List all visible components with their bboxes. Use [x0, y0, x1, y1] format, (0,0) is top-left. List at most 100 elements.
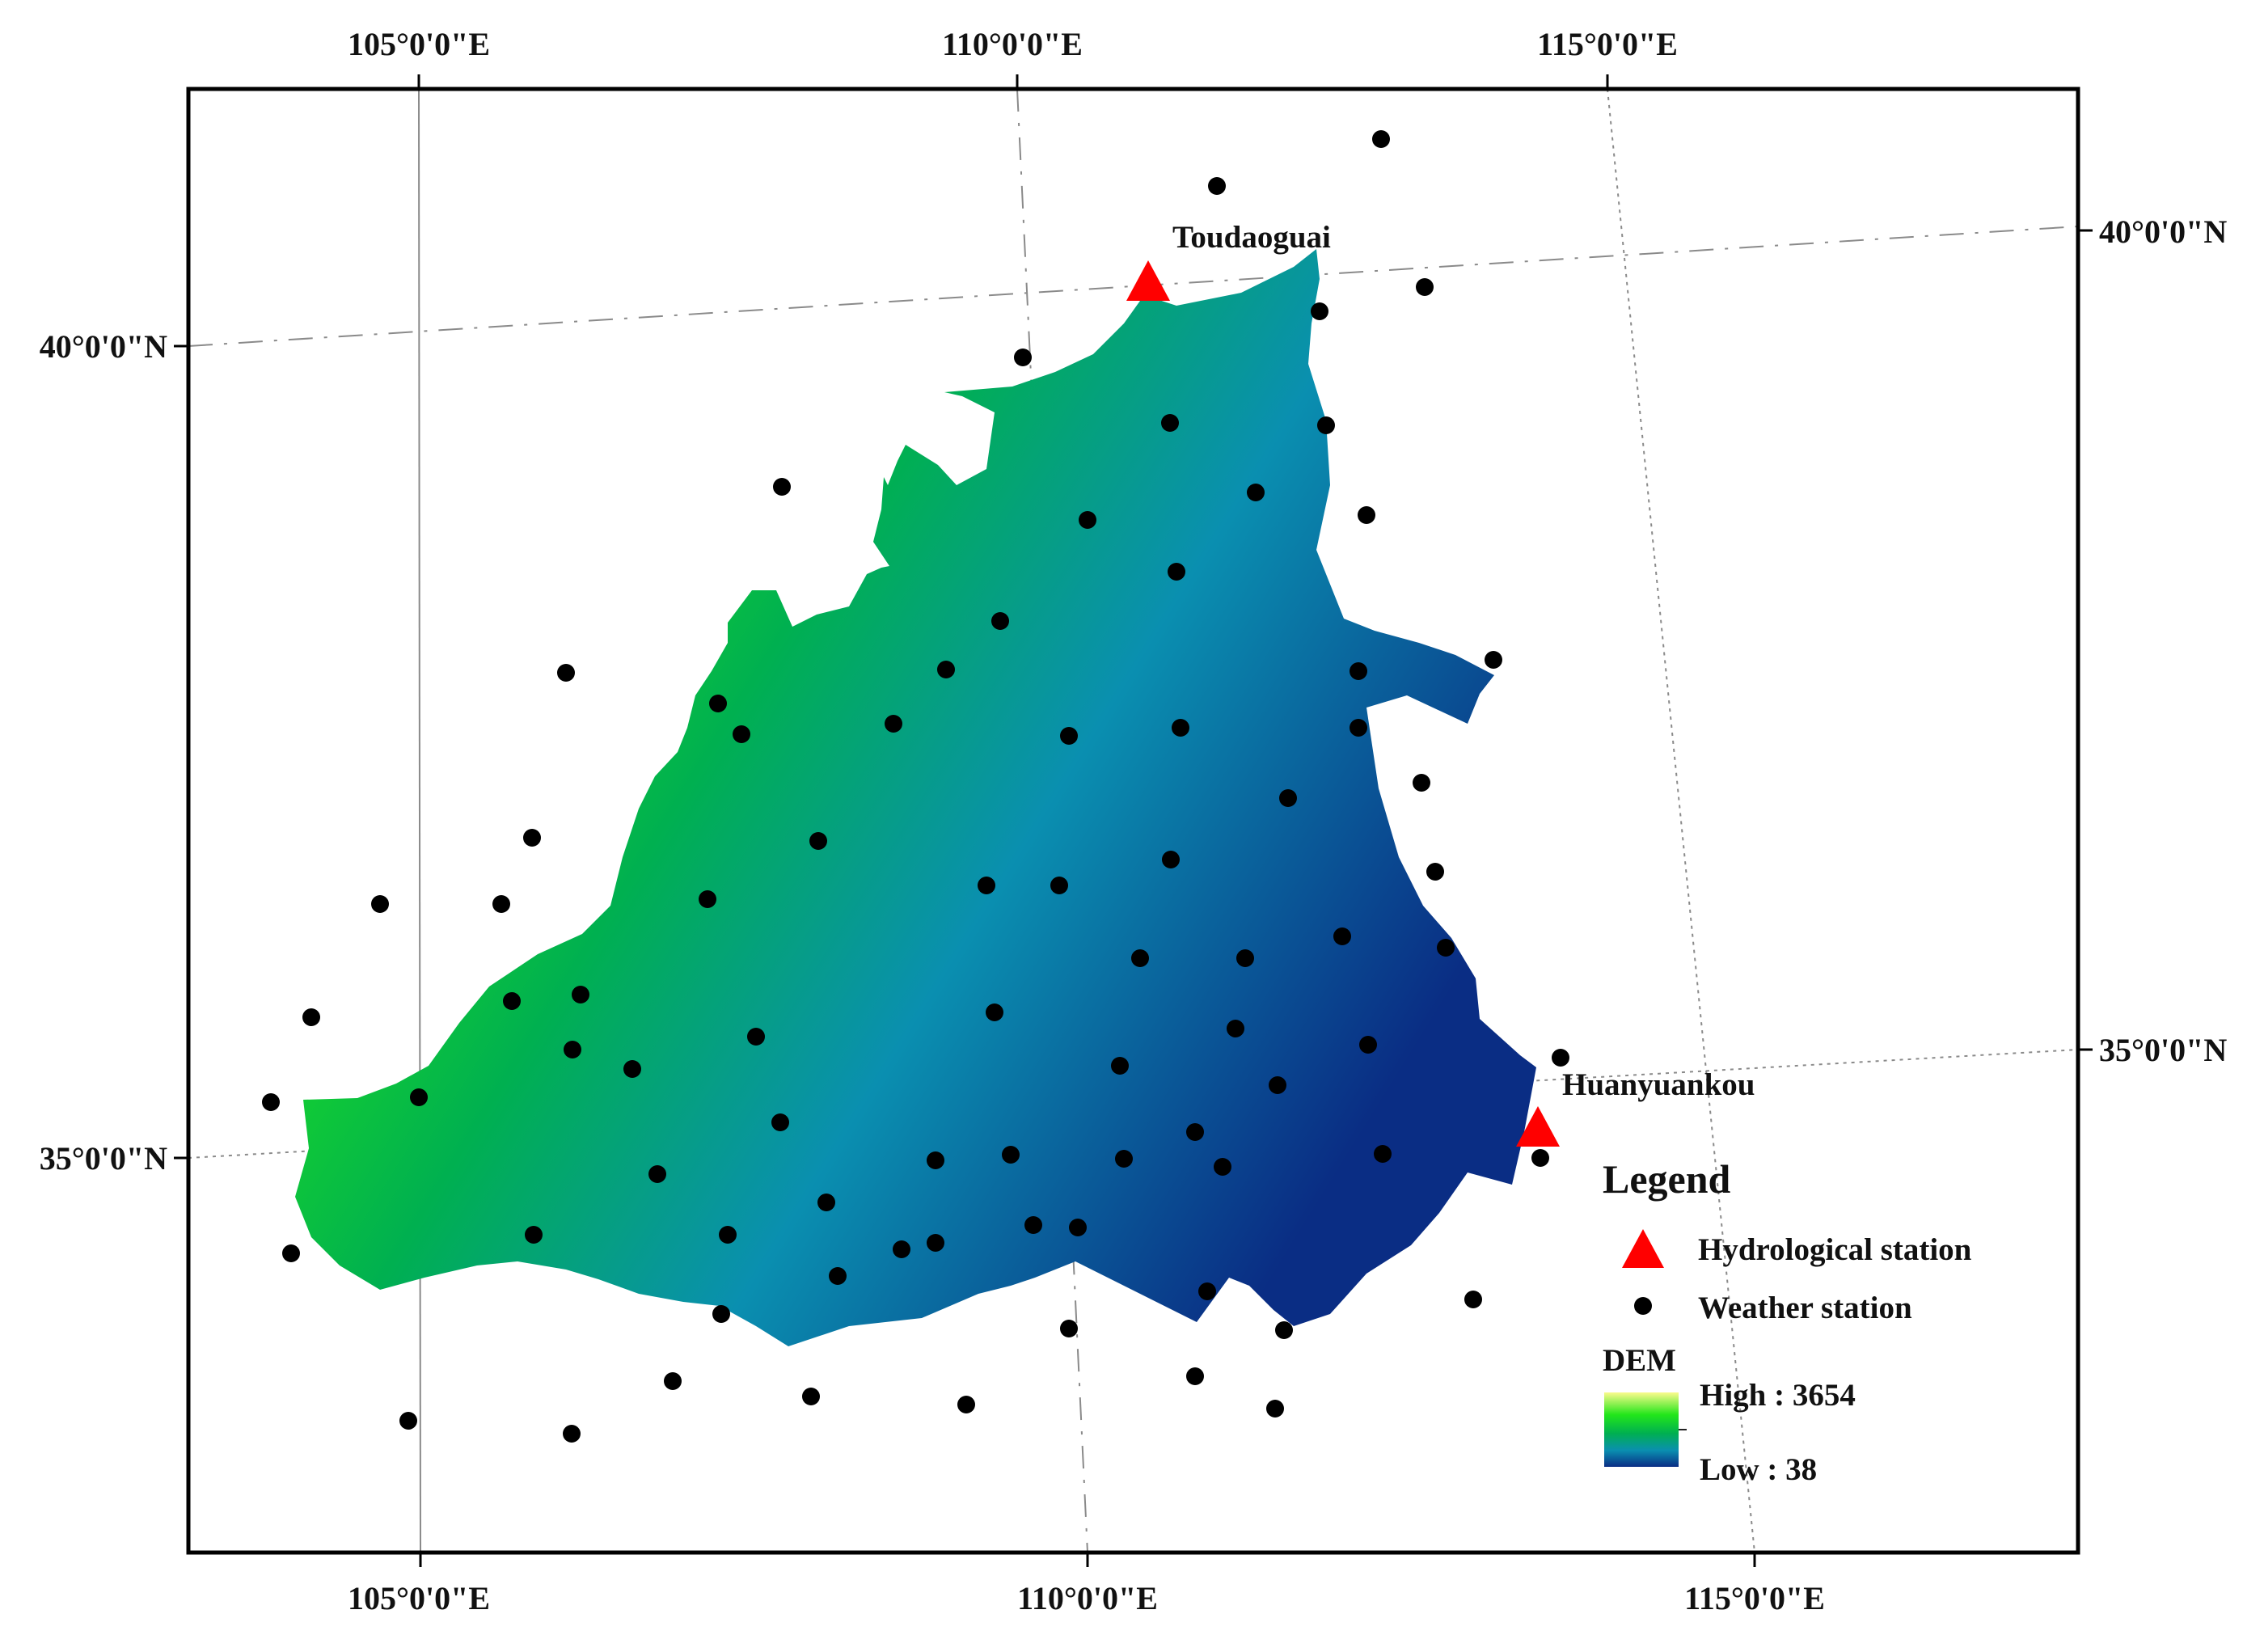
weather-station-dot-icon [262, 1093, 280, 1111]
weather-station-dot-icon [1014, 349, 1032, 366]
weather-station-dot-icon [802, 1388, 820, 1405]
weather-station-dot-icon [1317, 416, 1335, 434]
weather-station-dot-icon [1002, 1146, 1020, 1164]
map-frame [186, 87, 2080, 1555]
weather-stations [262, 130, 1569, 1443]
graticule-ticks [174, 74, 2093, 1567]
toudaoguai-triangle-icon [1126, 260, 1170, 301]
weather-station-dot-icon [1186, 1367, 1204, 1385]
weather-station-dot-icon [1464, 1291, 1482, 1308]
weather-station-dot-icon [1275, 1321, 1293, 1339]
weather-station-dot-icon [1437, 939, 1455, 957]
huanyuankou-label: Huanyuankou [1562, 1067, 1755, 1102]
weather-station-dot-icon [699, 890, 716, 908]
weather-station-dot-icon [1161, 414, 1179, 432]
legend-dem-high: High : 3654 [1700, 1378, 1856, 1413]
weather-station-dot-icon [399, 1412, 417, 1430]
weather-station-dot-icon [1079, 511, 1096, 529]
weather-station-dot-icon [1111, 1057, 1129, 1075]
legend-weather-dot-icon [1634, 1297, 1652, 1315]
weather-station-dot-icon [1214, 1158, 1231, 1176]
weather-station-dot-icon [623, 1060, 641, 1078]
label-bottom-105: 105°0'0"E [348, 1580, 490, 1616]
weather-station-dot-icon [1413, 774, 1430, 792]
weather-station-dot-icon [564, 1041, 581, 1058]
weather-station-dot-icon [885, 715, 902, 733]
weather-station-dot-icon [719, 1226, 737, 1244]
weather-station-dot-icon [503, 992, 521, 1010]
legend-dem-ramp [1604, 1392, 1679, 1467]
parallel-40 [188, 226, 2078, 347]
weather-station-dot-icon [1115, 1150, 1133, 1168]
weather-station-dot-icon [1266, 1400, 1284, 1418]
label-top-110: 110°0'0"E [942, 26, 1083, 62]
weather-station-dot-icon [410, 1088, 428, 1106]
label-left-35: 35°0'0"N [40, 1140, 167, 1177]
weather-station-dot-icon [557, 664, 575, 682]
weather-station-dot-icon [648, 1165, 666, 1183]
weather-station-dot-icon [1227, 1020, 1244, 1037]
weather-station-dot-icon [1186, 1123, 1204, 1141]
weather-station-dot-icon [664, 1372, 682, 1390]
weather-station-dot-icon [1552, 1049, 1569, 1067]
weather-station-dot-icon [809, 832, 827, 850]
legend-title: Legend [1603, 1156, 1731, 1202]
weather-station-dot-icon [371, 895, 389, 913]
huanyuankou-triangle-icon [1516, 1106, 1560, 1147]
weather-station-dot-icon [712, 1305, 730, 1323]
weather-station-dot-icon [1358, 506, 1375, 524]
weather-station-dot-icon [773, 478, 791, 496]
coordinate-labels: 105°0'0"E 110°0'0"E 115°0'0"E 105°0'0"E … [40, 26, 2228, 1616]
legend-hydro-triangle-icon [1622, 1229, 1664, 1268]
legend-hydro-label: Hydrological station [1698, 1232, 1972, 1267]
label-bottom-115: 115°0'0"E [1684, 1580, 1825, 1616]
weather-station-dot-icon [1208, 177, 1226, 195]
weather-station-dot-icon [1416, 278, 1434, 296]
weather-station-dot-icon [771, 1113, 789, 1131]
weather-station-dot-icon [1333, 927, 1351, 945]
weather-station-dot-icon [282, 1244, 300, 1262]
weather-station-dot-icon [1374, 1145, 1392, 1163]
weather-station-dot-icon [1131, 949, 1149, 967]
meridian-105 [418, 89, 421, 1553]
weather-station-dot-icon [1162, 851, 1180, 868]
weather-station-dot-icon [1359, 1036, 1377, 1054]
weather-station-dot-icon [302, 1008, 320, 1026]
weather-station-dot-icon [1060, 1320, 1078, 1337]
label-bottom-110: 110°0'0"E [1017, 1580, 1158, 1616]
weather-station-dot-icon [817, 1194, 835, 1211]
weather-station-dot-icon [1372, 130, 1390, 148]
weather-station-dot-icon [1172, 719, 1189, 737]
weather-station-dot-icon [927, 1234, 944, 1252]
weather-station-dot-icon [1060, 727, 1078, 745]
label-right-40: 40°0'0"N [2099, 213, 2227, 250]
weather-station-dot-icon [1279, 789, 1297, 807]
weather-station-dot-icon [563, 1425, 581, 1443]
hydrological-stations: Toudaoguai Huanyuankou [1126, 220, 1755, 1147]
weather-station-dot-icon [1269, 1076, 1286, 1094]
label-left-40: 40°0'0"N [40, 328, 167, 365]
label-top-105: 105°0'0"E [348, 26, 490, 62]
weather-station-dot-icon [957, 1396, 975, 1413]
yellow-river-basin-dem [295, 249, 1536, 1346]
label-top-115: 115°0'0"E [1537, 26, 1678, 62]
legend-weather-label: Weather station [1698, 1291, 1912, 1325]
weather-station-dot-icon [1024, 1216, 1042, 1234]
weather-station-dot-icon [1350, 719, 1367, 737]
weather-station-dot-icon [986, 1003, 1003, 1021]
weather-station-dot-icon [1198, 1282, 1216, 1300]
weather-station-dot-icon [747, 1028, 765, 1046]
weather-station-dot-icon [927, 1151, 944, 1169]
weather-station-dot-icon [1426, 863, 1444, 881]
weather-station-dot-icon [523, 829, 541, 847]
weather-station-dot-icon [978, 877, 995, 894]
legend-dem-low: Low : 38 [1700, 1452, 1817, 1487]
weather-station-dot-icon [1069, 1219, 1087, 1236]
weather-station-dot-icon [937, 661, 955, 678]
map-legend: Legend Hydrological station Weather stat… [1603, 1156, 1972, 1487]
weather-station-dot-icon [1168, 563, 1185, 581]
weather-station-dot-icon [1531, 1149, 1549, 1167]
weather-station-dot-icon [733, 725, 750, 743]
